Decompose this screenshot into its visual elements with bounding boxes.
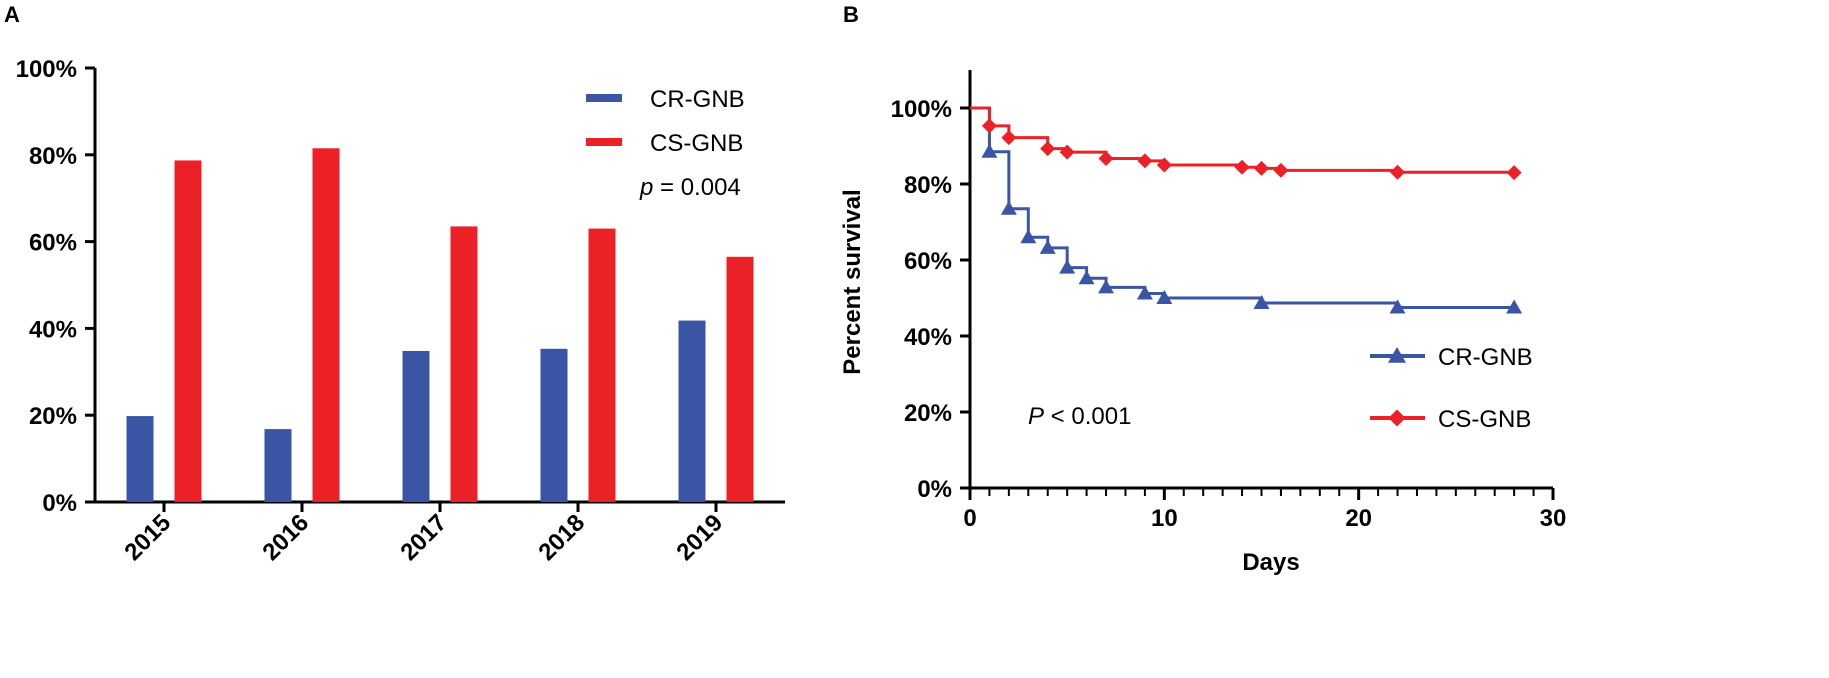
legend-marker-triangle [1388,347,1406,363]
p-symbol: p [639,174,653,201]
censor-diamond-marker [1506,165,1522,181]
censor-triangle-marker [1020,229,1037,244]
panel-a-bars [126,148,754,503]
censor-diamond-marker [1059,144,1075,160]
y-tick-label: 0% [42,490,77,517]
x-tick-label: 0 [963,505,976,532]
bar-cs-gnb [726,256,754,502]
y-axis-title: Percent survival [839,189,866,374]
censor-triangle-marker [1136,285,1153,300]
censor-diamond-marker [1254,160,1269,176]
x-tick-label: 2018 [533,509,590,566]
panel-b: B 0% 20% 40% 60% 80% 100% 0 10 20 30 Days Percent… [839,2,1566,576]
bar-cr-gnb [126,416,154,502]
x-tick-label: 2016 [257,509,314,566]
censor-diamond-marker [1156,157,1172,173]
p-value-annotation: p = 0.004 [639,174,741,201]
panel-b-axes: 0% 20% 40% 60% 80% 100% 0 10 20 30 [891,70,1567,532]
censor-triangle-marker [981,143,998,158]
y-tick-label: 80% [29,143,77,170]
bar-cs-gnb [174,160,202,502]
bar-cs-gnb [450,226,478,502]
panel-b-survival-curves [970,106,1523,314]
bar-cs-gnb [588,228,616,502]
panel-b-label: B [843,2,859,27]
censor-triangle-marker [1253,294,1270,309]
p-value-annotation: P < 0.001 [1028,403,1131,430]
censor-diamond-marker [1001,130,1017,146]
bar-cs-gnb [312,148,340,503]
censor-triangle-marker [1000,200,1017,215]
censor-triangle-marker [1039,239,1056,254]
bar-cr-gnb [402,350,430,502]
bar-cr-gnb [678,320,706,502]
censor-triangle-marker [1078,270,1095,285]
censor-triangle-marker [1156,290,1173,304]
y-tick-label: 60% [904,248,952,275]
y-tick-label: 100% [16,56,77,83]
censor-diamond-marker [981,118,997,134]
censor-triangle-marker [1059,259,1076,274]
x-tick-label: 30 [1540,505,1567,532]
p-value-text: < 0.001 [1044,403,1131,430]
censor-diamond-marker [1234,159,1250,175]
x-tick-label: 10 [1151,505,1178,532]
legend-label-cr-gnb: CR-GNB [650,86,745,113]
panel-a-legend: CR-GNB CS-GNB [586,86,745,157]
y-tick-label: 40% [29,316,77,343]
y-tick-label: 20% [29,403,77,430]
x-tick-label: 2019 [671,509,728,566]
p-symbol: P [1028,403,1044,430]
y-tick-label: 40% [904,324,952,351]
panel-a: A 0% 20% 40% 60% 80% 100% 2015 2016 2017 2018 2019… [4,2,785,566]
legend-marker-diamond [1388,409,1406,427]
y-tick-label: 100% [891,96,952,123]
y-tick-label: 20% [904,400,952,427]
censor-triangle-marker [1506,299,1523,314]
legend-label-cs-gnb: CS-GNB [650,130,743,157]
bar-cr-gnb [264,429,292,502]
y-tick-label: 0% [917,476,952,503]
censor-diamond-marker [1390,164,1406,180]
x-tick-label: 20 [1345,505,1372,532]
y-tick-label: 80% [904,172,952,199]
bar-cr-gnb [540,348,568,502]
legend-label-cr-gnb: CR-GNB [1438,344,1533,371]
censor-diamond-marker [1273,162,1289,178]
p-value-text: = 0.004 [653,174,740,201]
censor-diamond-marker [1040,141,1056,157]
x-tick-label: 2015 [119,509,176,566]
censor-triangle-marker [1098,279,1115,294]
x-axis-title: Days [1242,549,1299,576]
x-tick-label: 2017 [395,509,452,566]
panel-a-label: A [4,2,20,27]
censor-triangle-marker [1389,299,1406,314]
legend-label-cs-gnb: CS-GNB [1438,406,1531,433]
panel-b-legend: CR-GNB CS-GNB [1370,344,1533,433]
censor-diamond-marker [1137,153,1153,169]
y-tick-label: 60% [29,230,77,257]
censor-diamond-marker [1098,151,1114,167]
survival-curve-cr-gnb [970,106,1515,309]
